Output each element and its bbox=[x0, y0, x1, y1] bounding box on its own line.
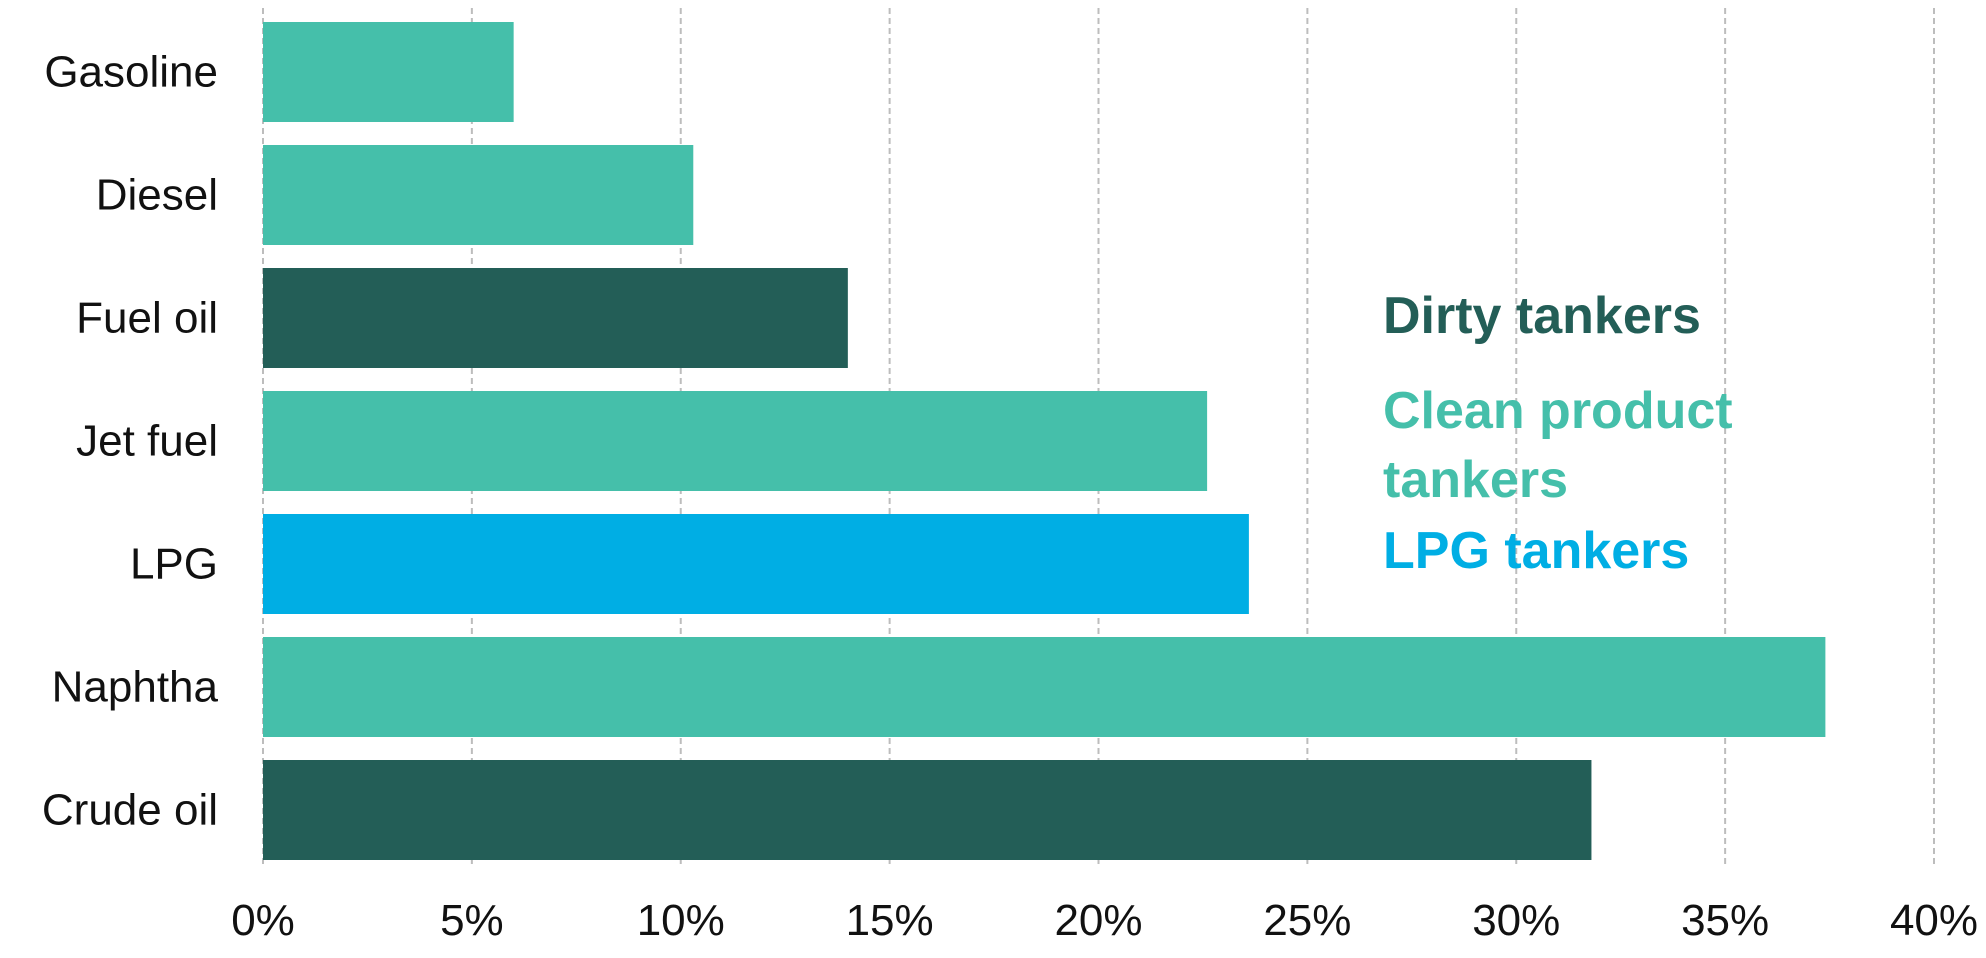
bar-fuel-oil bbox=[263, 268, 848, 368]
category-labels: Gasoline Diesel Fuel oil Jet fuel LPG Naphtha… bbox=[42, 48, 219, 835]
x-tick-label: 40% bbox=[1890, 896, 1978, 945]
x-tick-label: 35% bbox=[1681, 896, 1769, 945]
x-axis-tick-labels: 0% 5% 10% 15% 20% 25% 30% 35% 40% bbox=[231, 896, 1978, 945]
category-label: Gasoline bbox=[44, 48, 218, 97]
legend: Dirty tankers Clean product tankers LPG tan… bbox=[1383, 287, 1733, 580]
bar-diesel bbox=[263, 145, 694, 245]
bar-lpg bbox=[263, 514, 1249, 614]
legend-label-clean: Clean product bbox=[1383, 382, 1733, 440]
x-tick-label: 15% bbox=[846, 896, 934, 945]
bar-naphtha bbox=[263, 637, 1826, 737]
bar-jet-fuel bbox=[263, 391, 1208, 491]
legend-label-dirty: Dirty tankers bbox=[1383, 287, 1701, 345]
category-label: Naphtha bbox=[52, 663, 219, 712]
category-label: Jet fuel bbox=[76, 417, 218, 466]
category-label: LPG bbox=[130, 540, 218, 589]
x-tick-label: 5% bbox=[440, 896, 504, 945]
category-label: Crude oil bbox=[42, 786, 218, 835]
x-tick-label: 25% bbox=[1263, 896, 1351, 945]
legend-label-clean: tankers bbox=[1383, 451, 1568, 509]
legend-label-lpg: LPG tankers bbox=[1383, 522, 1689, 580]
category-label: Fuel oil bbox=[76, 294, 218, 343]
x-tick-label: 10% bbox=[637, 896, 725, 945]
x-tick-label: 0% bbox=[231, 896, 295, 945]
bar-crude-oil bbox=[263, 760, 1592, 860]
bars bbox=[263, 22, 1826, 860]
x-tick-label: 30% bbox=[1472, 896, 1560, 945]
x-tick-label: 20% bbox=[1054, 896, 1142, 945]
category-label: Diesel bbox=[96, 171, 218, 220]
bar-gasoline bbox=[263, 22, 514, 122]
